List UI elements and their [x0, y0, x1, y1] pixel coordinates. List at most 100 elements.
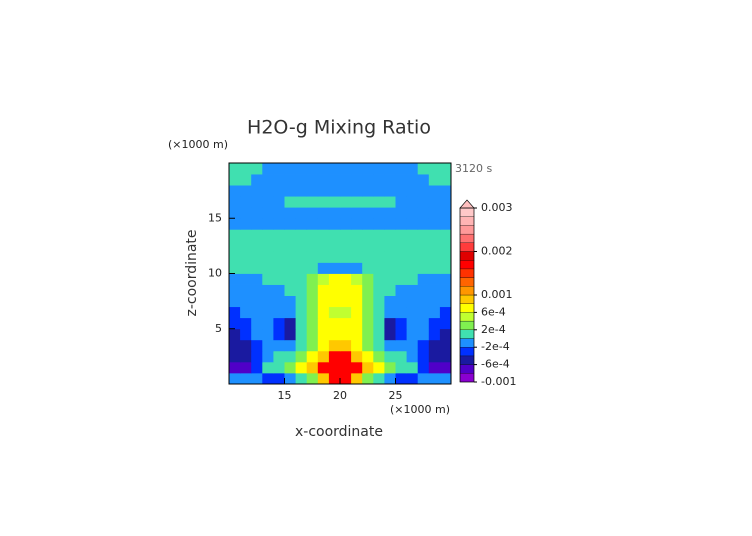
contour-cell	[362, 251, 374, 263]
contour-cell	[351, 284, 363, 296]
contour-cell	[295, 207, 308, 219]
contour-cell	[328, 339, 341, 352]
contour-cell	[362, 328, 374, 341]
contour-cell	[406, 328, 419, 341]
contour-cell	[395, 295, 407, 308]
colorbar-segment	[459, 268, 475, 278]
contour-cell	[395, 262, 407, 274]
contour-cell	[439, 284, 452, 296]
contour-cell	[384, 218, 396, 230]
contour-cell	[439, 218, 452, 230]
contour-cell	[417, 306, 430, 319]
contour-cell	[317, 350, 330, 363]
colorbar-tick-label: -2e-4	[481, 340, 510, 353]
contour-cell	[362, 240, 374, 252]
contour-cell	[229, 262, 241, 274]
contour-cell	[262, 350, 274, 363]
contour-cell	[417, 174, 430, 186]
contour-cell	[373, 163, 385, 175]
contour-cell	[273, 273, 285, 285]
contour-cell	[262, 372, 274, 385]
contour-cell	[417, 196, 430, 208]
contour-cell	[351, 174, 363, 186]
x-tick-label: 25	[389, 389, 403, 402]
contour-cell	[340, 273, 352, 285]
contour-cell	[251, 262, 263, 274]
contour-cell	[373, 240, 385, 252]
contour-cell	[384, 229, 396, 241]
contour-cell	[406, 361, 419, 374]
contour-cell	[351, 372, 363, 385]
contour-cell	[340, 196, 352, 208]
contour-cell	[428, 372, 441, 385]
contour-cell	[306, 284, 319, 296]
colorbar-segment	[459, 303, 475, 313]
contour-cell	[417, 163, 430, 175]
contour-cell	[439, 163, 452, 175]
colorbar-segment	[459, 242, 475, 252]
contour-cell	[439, 251, 452, 263]
contour-cell	[373, 328, 385, 341]
contour-cell	[229, 372, 241, 385]
contour-cell	[262, 185, 274, 197]
contour-cell	[273, 196, 285, 208]
contour-cell	[284, 361, 296, 374]
contour-cell	[317, 240, 330, 252]
contour-cell	[395, 251, 407, 263]
contour-cell	[395, 207, 407, 219]
y-tick-label: 5	[215, 322, 222, 335]
contour-cell	[328, 295, 341, 308]
contour-cell	[317, 262, 330, 274]
contour-cell	[317, 361, 330, 374]
contour-cell	[395, 240, 407, 252]
contour-cell	[439, 196, 452, 208]
contour-cell	[362, 185, 374, 197]
contour-cell	[384, 174, 396, 186]
contour-cell	[262, 361, 274, 374]
contour-cell	[328, 229, 341, 241]
contour-cell	[373, 361, 385, 374]
contour-cell	[229, 251, 241, 263]
contour-cell	[295, 372, 308, 385]
contour-cell	[229, 207, 241, 219]
contour-cell	[373, 317, 385, 330]
contour-cell	[340, 306, 352, 319]
contour-cell	[340, 262, 352, 274]
contour-cell	[351, 273, 363, 285]
contour-cell	[406, 339, 419, 352]
contour-cell	[284, 229, 296, 241]
contour-cell	[406, 317, 419, 330]
contour-cell	[273, 251, 285, 263]
contour-cell	[273, 306, 285, 319]
contour-cell	[395, 306, 407, 319]
colorbar-segment	[459, 225, 475, 235]
contour-cell	[240, 196, 252, 208]
contour-cell	[262, 240, 274, 252]
contour-cell	[362, 317, 374, 330]
contour-cell	[317, 185, 330, 197]
colorbar-segment	[459, 277, 475, 287]
contour-cell	[273, 185, 285, 197]
colorbar-extend	[459, 199, 475, 209]
contour-cell	[295, 361, 308, 374]
contour-cell	[306, 339, 319, 352]
contour-cell	[284, 273, 296, 285]
contour-cell	[406, 207, 419, 219]
contour-cell	[229, 306, 241, 319]
contour-cell	[273, 372, 285, 385]
contour-cell	[262, 295, 274, 308]
contour-cell	[317, 207, 330, 219]
contour-cell	[406, 273, 419, 285]
contour-cell	[406, 174, 419, 186]
contour-cell	[384, 207, 396, 219]
colorbar-segment	[459, 207, 475, 217]
contour-cell	[417, 372, 430, 385]
contour-cell	[428, 317, 441, 330]
contour-cell	[251, 251, 263, 263]
contour-cell	[273, 174, 285, 186]
contour-cell	[306, 251, 319, 263]
contour-cell	[317, 273, 330, 285]
contour-cell	[439, 174, 452, 186]
contour-cell	[273, 262, 285, 274]
